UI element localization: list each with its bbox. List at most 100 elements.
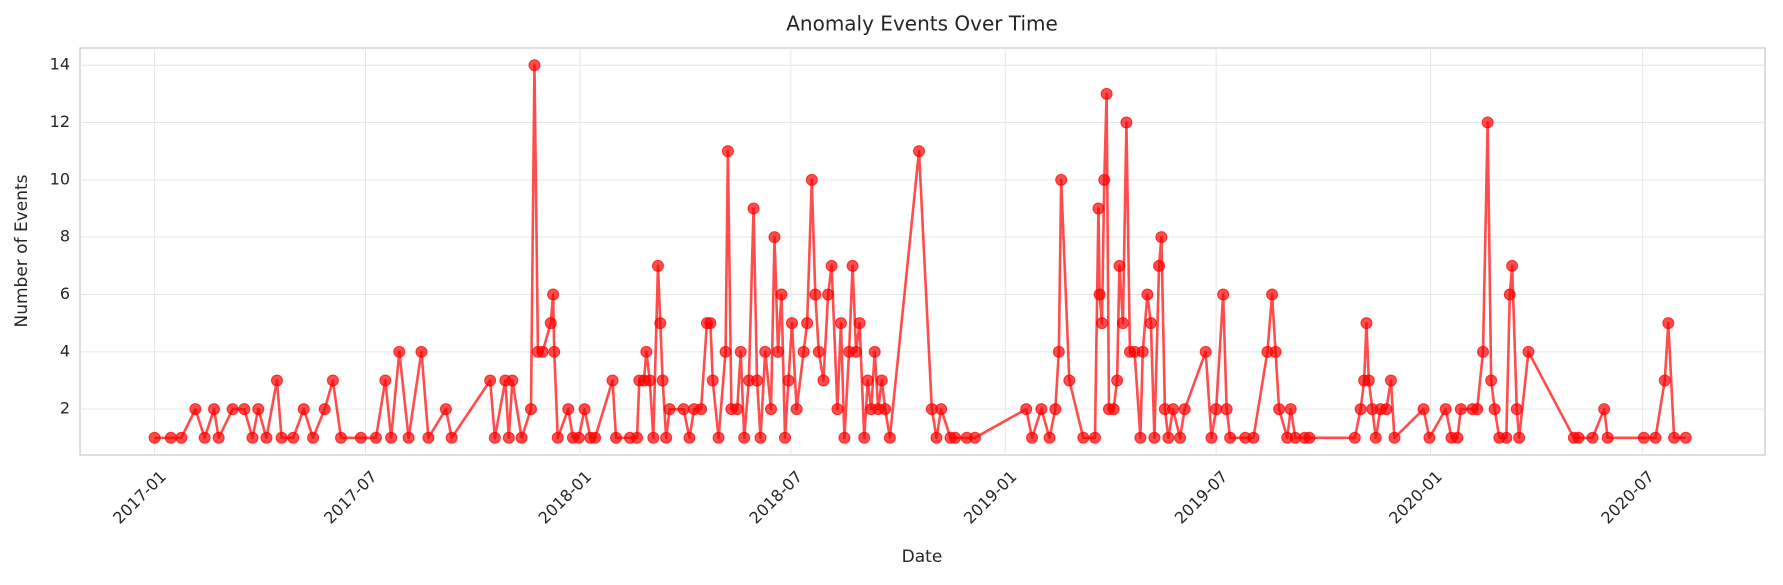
data-point	[853, 317, 866, 330]
data-point	[1153, 259, 1166, 272]
data-point	[850, 345, 863, 358]
data-point	[747, 202, 760, 215]
data-point	[765, 403, 778, 416]
data-point	[297, 403, 310, 416]
data-point	[1471, 403, 1484, 416]
data-point	[354, 431, 367, 444]
data-point	[439, 403, 452, 416]
data-point	[883, 431, 896, 444]
y-tick-label: 12	[50, 112, 70, 131]
data-point	[660, 431, 673, 444]
data-point	[861, 374, 874, 387]
data-point	[822, 288, 835, 301]
data-point	[782, 374, 795, 387]
data-point	[1662, 317, 1675, 330]
data-point	[913, 145, 926, 158]
data-point	[1488, 403, 1501, 416]
data-point	[1055, 173, 1068, 186]
data-point	[797, 345, 810, 358]
data-point	[738, 431, 751, 444]
data-point	[772, 345, 785, 358]
data-point	[846, 259, 859, 272]
data-point	[393, 345, 406, 358]
data-point	[858, 431, 871, 444]
data-point	[1506, 259, 1519, 272]
data-point	[260, 431, 273, 444]
data-point	[1148, 431, 1161, 444]
data-point	[834, 317, 847, 330]
data-point	[1417, 403, 1430, 416]
data-point	[647, 431, 660, 444]
data-point	[1199, 345, 1212, 358]
data-point	[754, 431, 767, 444]
x-tick-label: 2018-01	[535, 467, 596, 528]
data-point	[445, 431, 458, 444]
data-point	[1572, 431, 1585, 444]
data-point	[212, 431, 225, 444]
x-tick-label: 2019-01	[960, 467, 1021, 528]
data-point	[208, 403, 221, 416]
data-point	[1451, 431, 1464, 444]
data-point	[544, 317, 557, 330]
data-point	[1052, 345, 1065, 358]
data-point	[1205, 431, 1218, 444]
data-point	[1178, 403, 1191, 416]
data-point	[1485, 374, 1498, 387]
data-point	[318, 403, 331, 416]
data-point	[524, 403, 537, 416]
data-point	[1174, 431, 1187, 444]
data-point	[422, 431, 435, 444]
data-point	[1144, 317, 1157, 330]
data-point	[275, 431, 288, 444]
data-point	[1360, 317, 1373, 330]
y-tick-label: 10	[50, 169, 70, 188]
x-tick-label: 2017-07	[320, 467, 381, 528]
data-point	[1388, 431, 1401, 444]
data-point	[484, 374, 497, 387]
data-point	[1598, 403, 1611, 416]
x-tick-label: 2019-07	[1171, 467, 1232, 528]
data-point	[547, 288, 560, 301]
data-point	[1107, 403, 1120, 416]
data-point	[1136, 345, 1149, 358]
data-point	[1273, 403, 1286, 416]
data-point	[551, 431, 564, 444]
data-point	[706, 374, 719, 387]
y-tick-label: 8	[60, 227, 70, 246]
data-point	[1093, 288, 1106, 301]
data-point	[695, 403, 708, 416]
data-point	[1162, 431, 1175, 444]
data-point	[1269, 345, 1282, 358]
x-axis-label: Date	[902, 547, 943, 567]
data-point	[1348, 431, 1361, 444]
data-point	[654, 317, 667, 330]
data-point	[385, 431, 398, 444]
data-point	[1134, 431, 1147, 444]
data-point	[1035, 403, 1048, 416]
data-point	[1477, 345, 1490, 358]
data-point	[528, 59, 541, 72]
data-point	[506, 374, 519, 387]
data-point	[415, 345, 428, 358]
data-point	[252, 403, 265, 416]
data-point	[1481, 116, 1494, 129]
data-point	[785, 317, 798, 330]
data-point	[778, 431, 791, 444]
data-point	[968, 431, 981, 444]
data-point	[1247, 431, 1260, 444]
data-point	[164, 431, 177, 444]
data-point	[930, 431, 943, 444]
data-point	[731, 403, 744, 416]
data-point	[536, 345, 549, 358]
y-tick-label: 6	[60, 284, 70, 303]
data-point	[1354, 403, 1367, 416]
data-point	[1111, 374, 1124, 387]
data-point	[751, 374, 764, 387]
data-point	[1266, 288, 1279, 301]
data-point	[326, 374, 339, 387]
data-point	[1100, 87, 1113, 100]
data-point	[1120, 116, 1133, 129]
data-point	[1510, 403, 1523, 416]
data-point	[1668, 431, 1681, 444]
data-point	[656, 374, 669, 387]
